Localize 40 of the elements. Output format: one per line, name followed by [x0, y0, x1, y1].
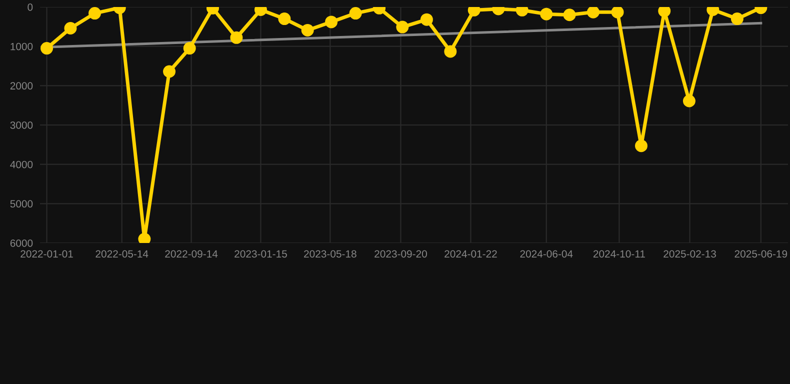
point [301, 24, 314, 36]
y-tick-label: 0 [28, 4, 33, 11]
point [444, 45, 457, 58]
point [420, 13, 433, 26]
point [634, 140, 648, 152]
x-tick-label: 2023-05-18 [304, 250, 356, 258]
point [611, 7, 624, 18]
y-tick-label: 5000 [10, 200, 33, 208]
y-tick-label: 4000 [10, 160, 33, 168]
y-tick-label: 2000 [10, 82, 33, 90]
point [64, 22, 77, 34]
x-tick-label: 2022-01-01 [20, 250, 73, 258]
point [88, 7, 102, 20]
point [540, 8, 553, 20]
point [682, 94, 696, 108]
x-tick-label: 2025-06-19 [734, 250, 788, 258]
point [730, 12, 744, 26]
point [163, 65, 176, 78]
point [278, 12, 291, 26]
point [138, 232, 151, 243]
x-tick-label: 2023-01-15 [234, 250, 287, 258]
x-tick-label: 2022-09-14 [165, 250, 218, 258]
point [563, 8, 576, 22]
x-tick-label: 2024-01-22 [444, 250, 497, 258]
x-tick-label: 2022-05-14 [96, 250, 148, 258]
point [658, 7, 671, 18]
y-tick-label: 1000 [10, 42, 33, 50]
point [349, 7, 362, 20]
x-tick-label: 2025-02-13 [664, 250, 716, 258]
point [396, 20, 409, 34]
point [230, 31, 243, 44]
point [586, 7, 600, 18]
point [40, 42, 54, 55]
x-tick-label: 2024-06-04 [520, 250, 573, 258]
x-tick-label: 2023-09-20 [374, 250, 427, 258]
y-tick-label: 3000 [10, 122, 33, 129]
point [325, 16, 338, 28]
y-tick-label: 6000 [10, 240, 33, 247]
point [183, 42, 196, 55]
x-tick-label: 2024-10-11 [593, 250, 645, 258]
